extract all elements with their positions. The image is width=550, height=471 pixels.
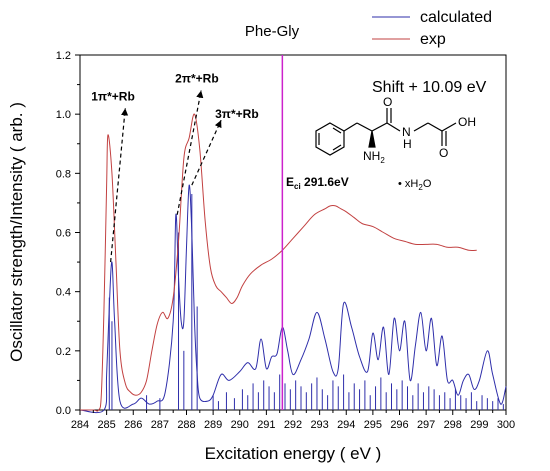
y-tick-label: 0.6 — [56, 228, 71, 240]
molecule-structure — [315, 108, 457, 156]
annotation-arrow-1 — [110, 108, 129, 263]
acid-o-label: O — [439, 146, 448, 160]
x-tick-label: 286 — [124, 419, 142, 431]
x-tick-label: 290 — [231, 419, 249, 431]
x-axis: 284 285 286 287 288 289 290 291 292 293 294 295 296 2… — [71, 410, 515, 431]
x-tick-label: 288 — [177, 419, 195, 431]
x-tick-label: 284 — [71, 419, 89, 431]
stick-spectrum — [108, 194, 504, 410]
x-tick-label: 287 — [151, 419, 169, 431]
oh-label: OH — [458, 115, 476, 129]
series-line-exp — [80, 113, 477, 412]
legend: calculated exp — [372, 9, 492, 48]
carbonyl-o-label: O — [383, 95, 392, 109]
nh2-label: NH2 — [363, 149, 385, 165]
benzene-ring — [315, 122, 345, 156]
x-tick-label: 293 — [310, 419, 328, 431]
series-line-calculated — [79, 184, 507, 414]
x-tick-label: 295 — [364, 419, 382, 431]
plot-frame — [79, 54, 507, 411]
legend-label-exp: exp — [420, 31, 446, 48]
legend-label-calculated: calculated — [420, 9, 492, 26]
x-tick-label: 300 — [497, 419, 515, 431]
annotation-arrow-3 — [191, 119, 222, 186]
y-tick-label: 1.2 — [56, 50, 71, 62]
y-tick-label: 1.0 — [56, 109, 71, 121]
y-axis-title: Oscillator strength/Intensity ( arb. ) — [7, 102, 26, 362]
annotation-label-2: 2π*+Rb — [175, 72, 219, 86]
amide-h-label: H — [403, 137, 412, 151]
annotation-label-3: 3π*+Rb — [215, 107, 259, 121]
water-label: • xH2O — [398, 178, 432, 192]
y-tick-label: 0.8 — [56, 168, 71, 180]
x-tick-label: 294 — [337, 419, 355, 431]
chart-title: Phe-Gly — [245, 23, 300, 40]
y-tick-label: 0.4 — [56, 287, 71, 299]
annotation-label-1: 1π*+Rb — [91, 89, 135, 103]
x-tick-label: 292 — [284, 419, 302, 431]
y-axis: 0.0 0.2 0.4 0.6 0.8 1.0 1.2 — [56, 50, 80, 417]
marker-line-label: Eci 291.6eV — [286, 175, 349, 191]
x-tick-label: 291 — [257, 419, 275, 431]
x-tick-label: 296 — [390, 419, 408, 431]
x-tick-label: 289 — [204, 419, 222, 431]
peak-annotations: 1π*+Rb 2π*+Rb 3π*+Rb — [91, 72, 259, 263]
molecule-labels: NH2 O N H OH O • xH2O — [363, 95, 476, 192]
x-tick-label: 297 — [417, 419, 435, 431]
y-tick-label: 0.0 — [56, 405, 71, 417]
x-tick-label: 298 — [444, 419, 462, 431]
x-axis-title: Excitation energy ( eV ) — [205, 444, 382, 463]
x-tick-label: 285 — [97, 419, 115, 431]
shift-label: Shift + 10.09 eV — [372, 79, 487, 96]
series-lines — [79, 55, 507, 414]
x-tick-label: 299 — [470, 419, 488, 431]
y-tick-label: 0.2 — [56, 346, 71, 358]
amide-n-label: N — [402, 125, 411, 139]
annotation-arrow-2 — [176, 90, 204, 215]
